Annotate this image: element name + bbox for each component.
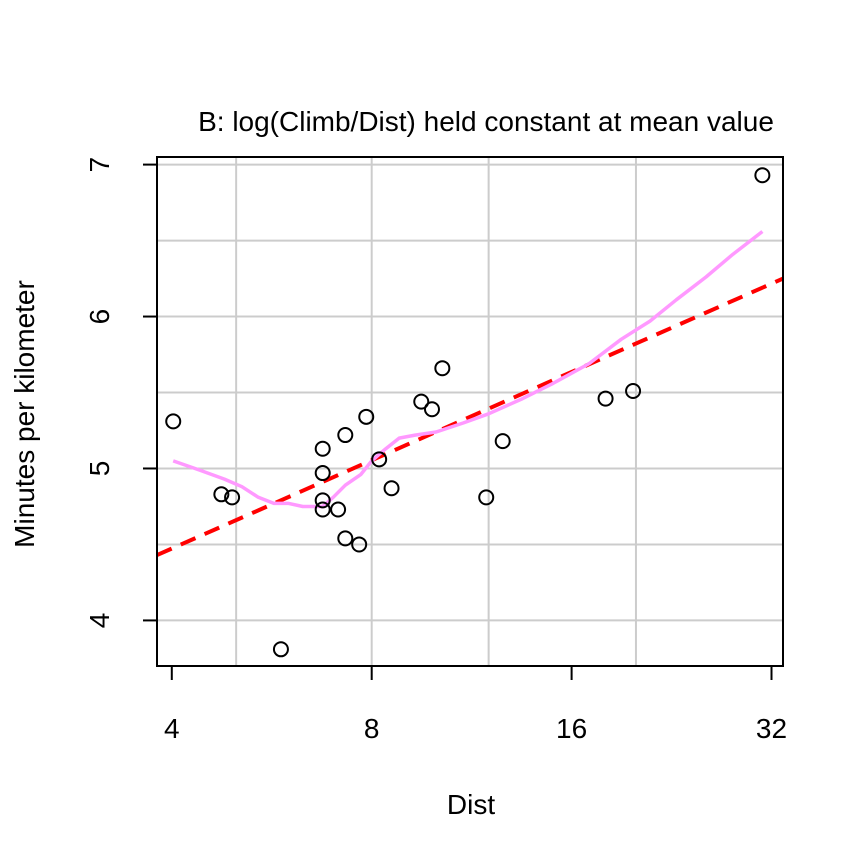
axes: 4 8 16 32 4 5 6 7 bbox=[84, 157, 787, 744]
data-point bbox=[754, 167, 771, 184]
smooth-curve bbox=[172, 230, 764, 509]
data-point bbox=[337, 530, 354, 547]
data-point bbox=[337, 427, 354, 444]
y-tick-label: 4 bbox=[84, 613, 115, 629]
series-layer bbox=[156, 230, 784, 557]
data-point bbox=[330, 501, 347, 518]
data-point bbox=[371, 451, 388, 468]
x-tick-label: 16 bbox=[556, 713, 587, 744]
y-axis-label: Minutes per kilometer bbox=[9, 280, 40, 548]
data-point bbox=[423, 401, 440, 418]
y-tick-label: 5 bbox=[84, 461, 115, 477]
data-point bbox=[413, 393, 430, 410]
data-point bbox=[213, 486, 230, 503]
x-tick-label: 8 bbox=[364, 713, 380, 744]
fit-line bbox=[156, 276, 784, 557]
data-point bbox=[272, 641, 289, 658]
x-tick-label: 32 bbox=[756, 713, 787, 744]
data-point bbox=[314, 440, 331, 457]
data-point bbox=[358, 408, 375, 425]
data-point bbox=[434, 360, 451, 377]
chart-title: B: log(Climb/Dist) held constant at mean… bbox=[198, 106, 774, 137]
data-point bbox=[314, 501, 331, 518]
data-point bbox=[165, 413, 182, 430]
y-tick-label: 7 bbox=[84, 157, 115, 173]
plot-frame bbox=[156, 156, 784, 667]
data-point bbox=[383, 480, 400, 497]
x-tick-label: 4 bbox=[164, 713, 180, 744]
data-point bbox=[314, 492, 331, 509]
data-point bbox=[494, 433, 511, 450]
data-point bbox=[625, 382, 642, 399]
data-point bbox=[597, 390, 614, 407]
data-point bbox=[478, 489, 495, 506]
y-tick-label: 6 bbox=[84, 309, 115, 325]
points-layer bbox=[165, 167, 771, 658]
x-axis-label: Dist bbox=[447, 789, 495, 820]
data-point bbox=[351, 536, 368, 553]
grid bbox=[157, 157, 783, 666]
data-point bbox=[224, 489, 241, 506]
data-point bbox=[314, 465, 331, 482]
